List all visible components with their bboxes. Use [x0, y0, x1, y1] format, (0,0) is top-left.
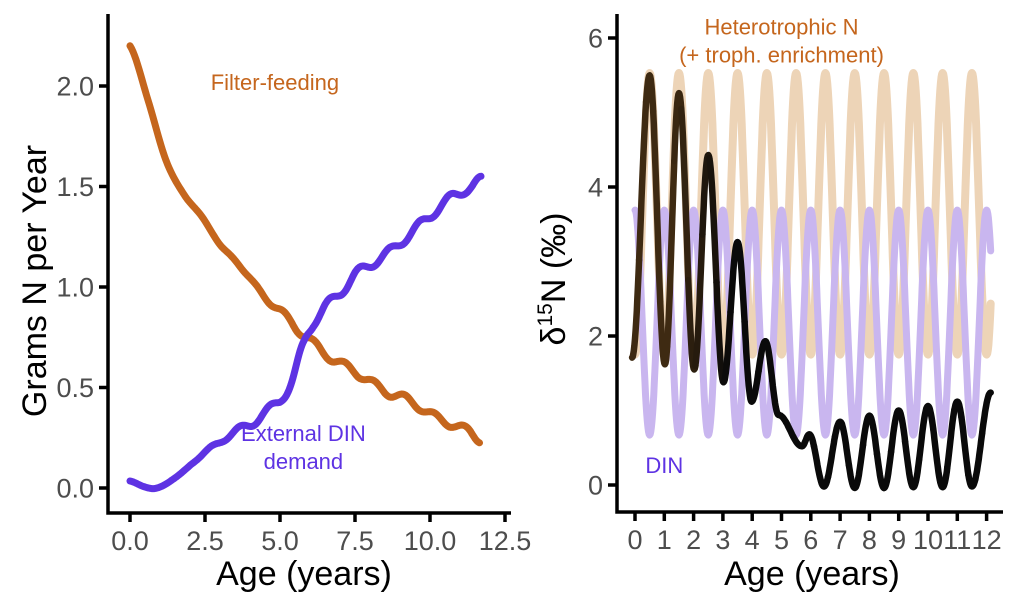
right-x-axis-title: Age (years): [724, 555, 900, 593]
curve-segment: [628, 256, 643, 361]
curve-segment: [908, 455, 923, 491]
curve-segment: [866, 412, 881, 458]
curve-segment: [985, 389, 994, 398]
y-tick-label: 1.0: [56, 273, 94, 303]
annotation-filter-feeding: Filter-feeding: [211, 70, 339, 95]
y-tick-label: 0.0: [56, 474, 94, 504]
curve-segment: [810, 443, 825, 485]
x-tick-label: 11: [943, 525, 971, 555]
x-tick-label: 0.0: [111, 526, 149, 556]
x-tick-label: 0: [627, 525, 642, 555]
curve-segment: [852, 441, 867, 491]
curve-segment: [838, 420, 853, 469]
curve-segment: [720, 308, 734, 386]
left-x-axis-title: Age (years): [216, 555, 392, 593]
curve-segment: [685, 277, 699, 373]
curve-segment: [915, 405, 930, 463]
curve-segment: [663, 157, 678, 350]
curve-segment: [958, 413, 972, 479]
curve-segment: [706, 155, 720, 286]
left-panel-axes: 0.0 2.5 5.0 7.5 10.0 12.5 0.0 0.5 1.0 1.5 2.0: [56, 14, 531, 556]
y-tick-label: 0.5: [56, 373, 94, 403]
curve-segment: [692, 231, 706, 370]
curve-external-din-demand: [126, 172, 485, 493]
annotation-heterotrophic-n: Heterotrophic N: [704, 14, 858, 39]
curve-segment: [887, 407, 902, 455]
y-tick-label: 0: [588, 471, 603, 501]
curve-segment: [894, 407, 909, 445]
x-tick-label: 5.0: [261, 526, 299, 556]
curve-segment: [642, 72, 657, 115]
curve-segment: [678, 105, 692, 284]
x-tick-label: 6: [803, 525, 818, 555]
left-panel: 0.0 2.5 5.0 7.5 10.0 12.5 0.0 0.5 1.0 1.5 2.0 Filt…: [16, 14, 531, 593]
curve-segment: [635, 98, 650, 264]
x-tick-label: 4: [745, 525, 760, 555]
curve-segment: [930, 426, 944, 486]
curve-segment: [671, 89, 685, 165]
left-y-axis-title: Grams N per Year: [16, 145, 54, 417]
x-tick-label: 10.0: [404, 526, 457, 556]
curve-segment: [901, 438, 916, 490]
curve-segment: [817, 473, 832, 490]
curve-segment: [873, 450, 888, 492]
annotation-din: DIN: [645, 453, 683, 478]
axis-lines: [106, 14, 511, 515]
x-tick-label: 10: [913, 525, 943, 555]
curve-consumer-15n: [628, 72, 994, 492]
x-tick-label: 1: [657, 525, 672, 555]
x-tick-label: 5: [774, 525, 789, 555]
curve-filter-feeding: [126, 42, 483, 447]
annotation-external-din: demand: [264, 449, 344, 474]
curve-segment: [972, 429, 986, 483]
x-tick-label: 7.5: [336, 526, 374, 556]
curve-segment: [922, 402, 937, 433]
curve-segment: [824, 433, 839, 481]
curve-segment: [880, 448, 895, 492]
y-tick-label: 6: [588, 24, 603, 54]
curve-segment: [734, 238, 748, 326]
x-tick-label: 9: [891, 525, 906, 555]
curve-segment: [699, 151, 713, 238]
x-tick-label: 12: [972, 525, 1002, 555]
curve-segment: [944, 406, 958, 471]
x-tick-label: 7: [833, 525, 848, 555]
annotation-external-din: External DIN: [241, 421, 366, 446]
curve-segment: [656, 298, 671, 368]
annotation-heterotrophic-n: (+ troph. enrichment): [679, 42, 884, 67]
curve-segment: [649, 108, 664, 306]
right-y-axis-title: δ15N (‰): [534, 213, 573, 346]
y-tick-label: 2: [588, 322, 603, 352]
left-panel-curves: [126, 42, 485, 493]
right-panel-curves: [628, 69, 995, 492]
curve-segment: [937, 464, 951, 491]
y-tick-label: 4: [588, 173, 603, 203]
x-tick-label: 12.5: [479, 526, 532, 556]
curve-segment: [762, 337, 776, 384]
x-tick-label: 2.5: [186, 526, 224, 556]
curve-segment: [803, 431, 818, 450]
y-tick-label: 1.5: [56, 172, 94, 202]
curve-segment: [769, 377, 783, 419]
curve-segment: [978, 391, 993, 437]
curve-segment: [951, 398, 965, 421]
axis-lines: [615, 14, 1003, 514]
curve-segment: [748, 368, 762, 405]
curve-din: [631, 206, 995, 439]
x-tick-label: 3: [715, 525, 730, 555]
curve-segment: [965, 471, 979, 490]
x-tick-label: 2: [686, 525, 701, 555]
x-tick-label: 8: [862, 525, 877, 555]
left-panel-annotations: Filter-feeding External DIN demand: [211, 70, 366, 474]
y-tick-label: 2.0: [56, 72, 94, 102]
right-panel-annotations: Heterotrophic N (+ troph. enrichment) DIN: [645, 14, 884, 478]
